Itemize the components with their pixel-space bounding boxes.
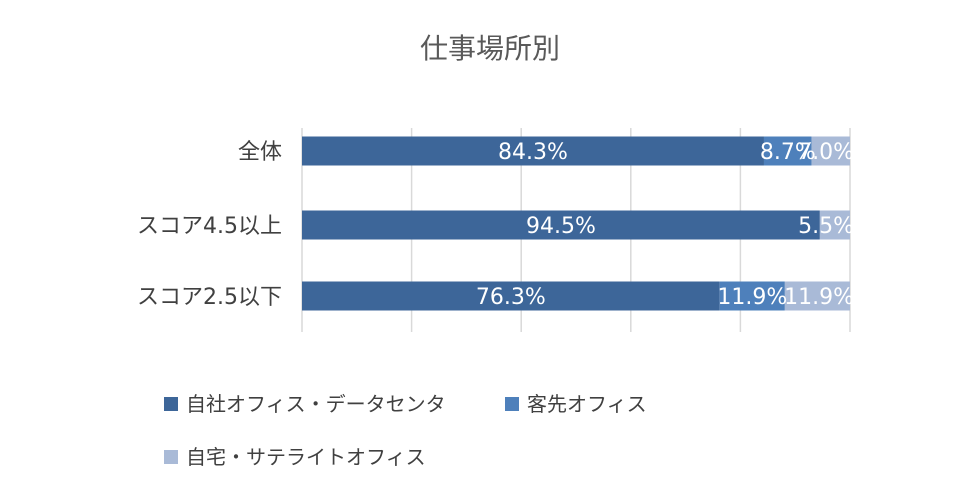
- bar-segment: [819, 210, 850, 240]
- legend-swatch: [505, 397, 519, 411]
- category-label: スコア4.5以上: [137, 214, 282, 239]
- data-labels: 84.3% 8.7%7.0% 94.5% 5.5% 76.3% 11.9%11.9%: [476, 140, 854, 310]
- legend-swatch: [164, 450, 178, 464]
- bar-segment: [302, 281, 720, 311]
- data-label: 5.5%: [798, 214, 854, 239]
- category-label: 全体: [238, 140, 282, 165]
- data-label: 94.5%: [526, 214, 596, 239]
- bar-segment: [719, 281, 785, 311]
- chart-title: 仕事場所別: [420, 32, 560, 65]
- bar-segment: [302, 136, 764, 166]
- data-label: 8.7%: [760, 140, 816, 165]
- legend-swatch: [164, 397, 178, 411]
- legend-label: 自社オフィス・データセンタ: [186, 392, 446, 416]
- bars: [302, 136, 850, 311]
- data-label: 11.9%: [784, 285, 854, 310]
- legend-label: 自宅・サテライトオフィス: [186, 445, 426, 469]
- category-label: スコア2.5以下: [137, 285, 282, 310]
- bar-segment: [302, 210, 820, 240]
- data-label: 84.3%: [498, 140, 568, 165]
- data-label: 76.3%: [476, 285, 546, 310]
- data-label: 7.0%: [798, 140, 854, 165]
- bar-segment: [763, 136, 812, 166]
- data-label: 11.9%: [717, 285, 787, 310]
- legend-label: 客先オフィス: [527, 392, 647, 416]
- bar-segment: [784, 281, 850, 311]
- bar-segment: [811, 136, 850, 166]
